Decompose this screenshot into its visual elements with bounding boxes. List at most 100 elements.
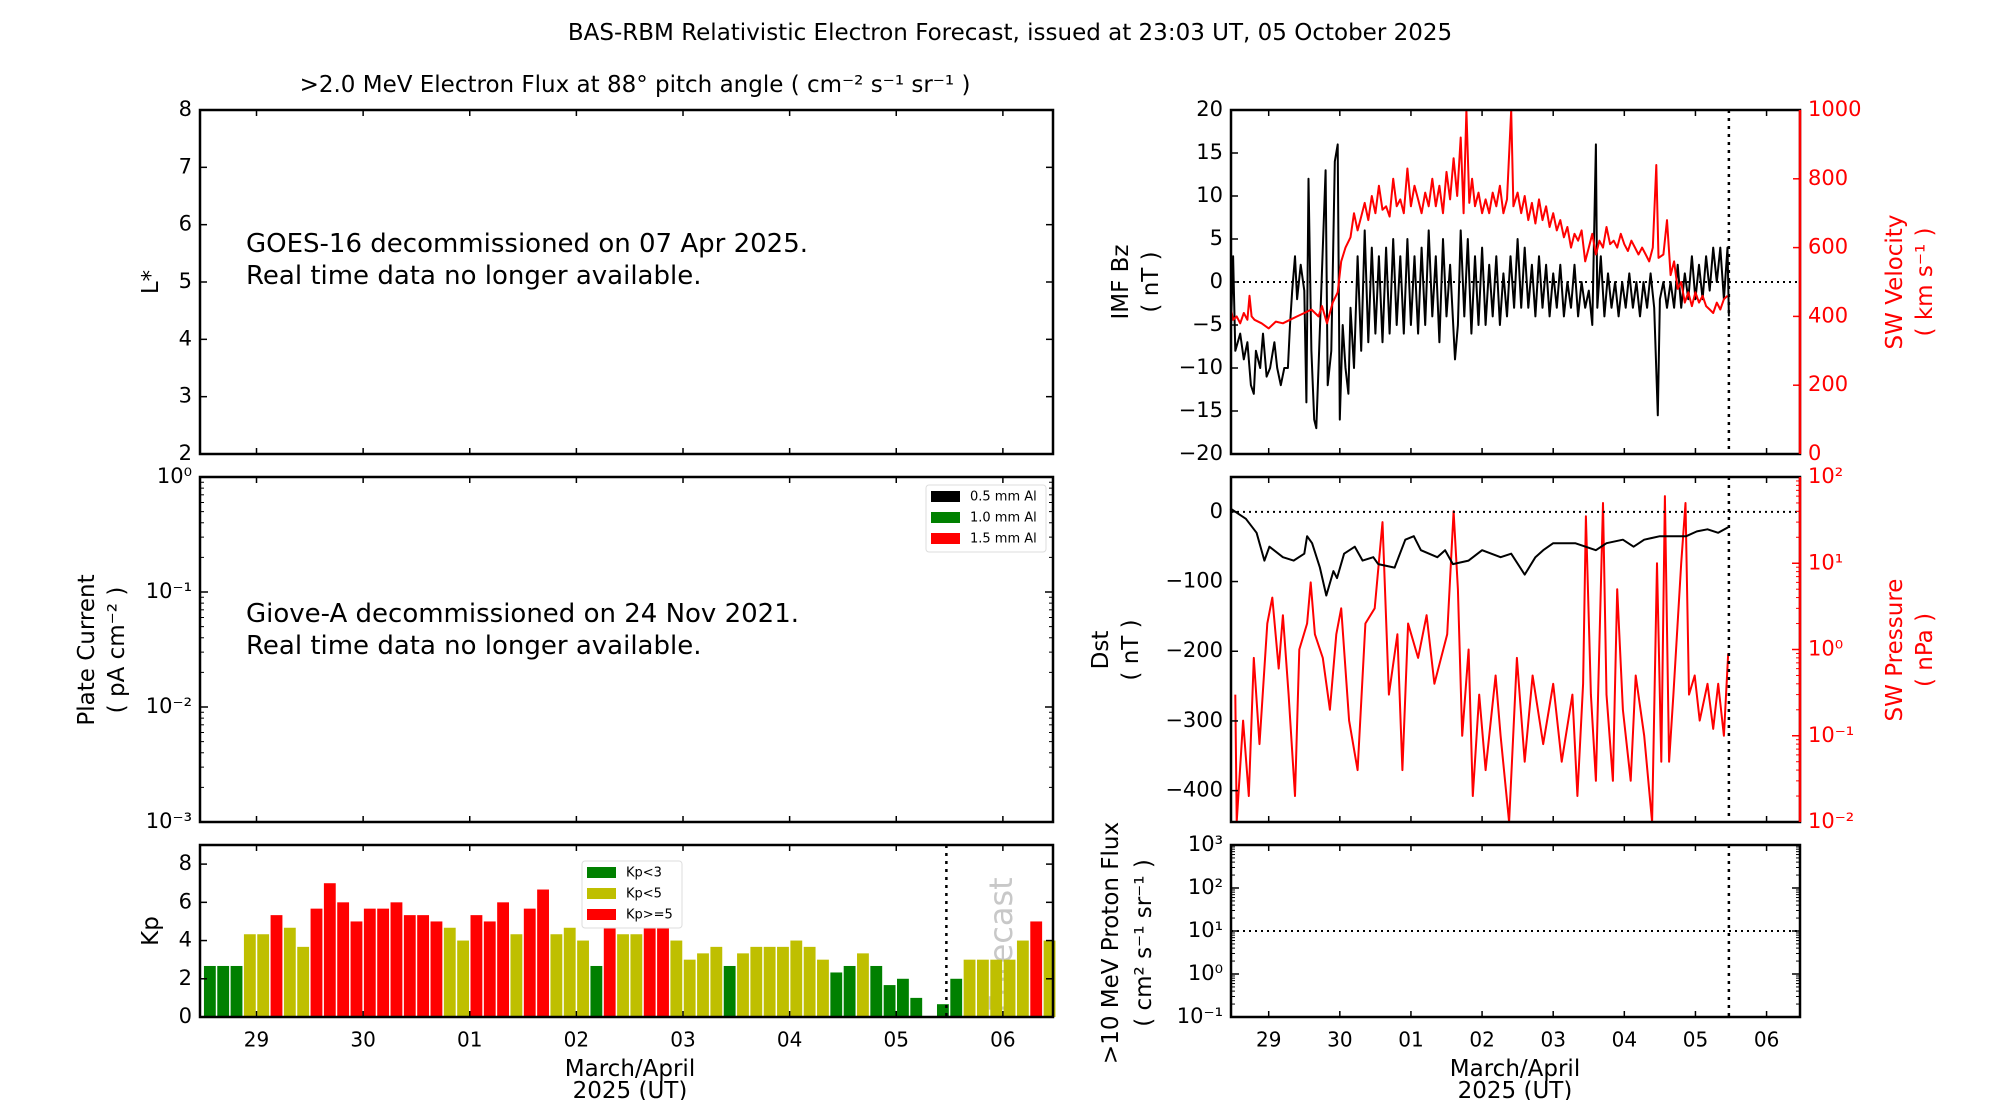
legend-label: Kp>=5 [626, 908, 673, 923]
imf-ytick-label: −5 [1192, 312, 1223, 336]
kp-bar [643, 921, 656, 1017]
kp-xtick-label: 30 [350, 1028, 375, 1052]
pressure-ylabel-line1: SW Pressure [1882, 579, 1908, 722]
kp-bar [470, 915, 483, 1017]
imf-ytick-label: 0 [1210, 269, 1223, 293]
kp-bar [337, 902, 350, 1017]
pressure-ytick-label: 10⁰ [1808, 637, 1843, 661]
sw-pressure-line [1234, 495, 1730, 823]
kp-bar [843, 965, 856, 1017]
plate-ytick-label: 10⁰ [157, 464, 192, 488]
pressure-ytick-label: 10⁻¹ [1808, 723, 1854, 747]
kp-ytick-label: 6 [179, 889, 192, 913]
kp-ytick-label: 8 [179, 851, 192, 875]
kp-bar [910, 997, 923, 1017]
kp-xtick-label: 05 [884, 1028, 909, 1052]
kp-bar [243, 934, 256, 1017]
proton-xtick-label: 02 [1469, 1028, 1494, 1052]
kp-bar [763, 946, 776, 1017]
velocity-ytick-label: 400 [1808, 303, 1848, 327]
imf-ytick-label: 5 [1210, 226, 1223, 250]
kp-xtick-label: 02 [564, 1028, 589, 1052]
kp-bar [350, 921, 363, 1017]
proton-xtick-label: 01 [1398, 1028, 1423, 1052]
plot-area: 2 3 4 5 6 7 8 10⁻³ 10⁻² 10⁻¹ 10⁰ 0.5 mm Al 1.0 mm Al… [146, 97, 1862, 1052]
velocity-ylabel-line1: SW Velocity [1882, 215, 1908, 350]
velocity-ylabel-line2: ( km s⁻¹ ) [1912, 228, 1938, 337]
kp-bar [550, 934, 563, 1017]
proton-ylabel-line1: >10 MeV Proton Flux [1098, 822, 1124, 1064]
kp-bar [936, 1004, 949, 1017]
kp-bar [403, 915, 416, 1017]
kp-bar [790, 940, 803, 1017]
kp-panel-frame [198, 843, 1055, 1019]
kp-bar [630, 934, 643, 1017]
imf-bz-line [1230, 143, 1730, 430]
kp-bar [590, 965, 603, 1017]
left-xlabel-line1: March/April [565, 1056, 695, 1082]
legend-swatch [587, 888, 616, 899]
kp-bar [817, 959, 829, 1017]
electron-ytick-label: 3 [179, 384, 192, 408]
legend-swatch [931, 512, 960, 523]
dst-panel-frame [1229, 475, 1802, 824]
velocity-ytick-label: 0 [1808, 441, 1821, 465]
proton-xtick-label: 05 [1683, 1028, 1708, 1052]
electron-ytick-label: 7 [179, 154, 192, 178]
legend-swatch [587, 909, 616, 920]
proton-xtick-label: 06 [1754, 1028, 1779, 1052]
electron-ylabel: L* [138, 270, 164, 294]
pressure-ylabel-line2: ( nPa ) [1912, 613, 1938, 687]
kp-bar [670, 940, 683, 1017]
plate-ytick-label: 10⁻¹ [146, 579, 192, 603]
kp-bar [390, 902, 403, 1017]
proton-ytick-label: 10⁰ [1188, 961, 1223, 985]
proton-ytick-label: 10³ [1188, 832, 1223, 856]
dst-ytick-label: −300 [1165, 708, 1223, 732]
kp-bar [737, 953, 749, 1017]
electron-ytick-label: 2 [179, 441, 192, 465]
plate-ytick-label: 10⁻³ [146, 809, 192, 833]
kp-ytick-label: 4 [179, 928, 192, 952]
electron-ytick-label: 4 [179, 326, 192, 350]
dst-ytick-label: 0 [1210, 499, 1223, 523]
proton-ylabel-line2: ( cm² s⁻¹ sr⁻¹ ) [1131, 859, 1157, 1027]
right-xlabel-line1: March/April [1450, 1056, 1580, 1082]
kp-bar [443, 927, 456, 1017]
dst-ytick-label: −400 [1165, 778, 1223, 802]
electron-ytick-label: 5 [179, 269, 192, 293]
kp-bar [257, 934, 270, 1017]
kp-bar [990, 959, 1003, 1017]
kp-bar [1003, 959, 1016, 1017]
electron-message-line2: Real time data no longer available. [246, 261, 701, 291]
pressure-ytick-label: 10¹ [1808, 550, 1843, 574]
kp-bar [657, 921, 669, 1017]
velocity-ytick-label: 800 [1808, 166, 1848, 190]
kp-bar [430, 921, 443, 1017]
electron-panel-frame [198, 108, 1055, 456]
legend-swatch [931, 533, 960, 544]
dst-ylabel-line1: Dst [1088, 631, 1114, 670]
kp-bar [577, 940, 589, 1017]
velocity-ytick-label: 1000 [1808, 97, 1861, 121]
kp-bar [283, 927, 296, 1017]
pressure-ytick-label: 10² [1808, 464, 1843, 488]
imf-ytick-label: 10 [1196, 183, 1223, 207]
kp-bar [710, 946, 723, 1017]
kp-xtick-label: 01 [457, 1028, 482, 1052]
imf-ytick-label: 20 [1196, 97, 1223, 121]
imf-ytick-label: −15 [1179, 398, 1223, 422]
kp-xtick-label: 06 [990, 1028, 1015, 1052]
kp-xtick-label: 29 [244, 1028, 269, 1052]
legend-label: Kp<3 [626, 866, 662, 881]
plate-message-line2: Real time data no longer available. [246, 631, 701, 661]
kp-bar [1030, 921, 1043, 1017]
kp-bar [976, 959, 989, 1017]
kp-bar [950, 978, 963, 1017]
kp-bar [497, 902, 509, 1017]
kp-bar [750, 946, 763, 1017]
kp-bar [270, 915, 283, 1017]
legend-label: 0.5 mm Al [970, 490, 1037, 505]
kp-bar [523, 908, 536, 1017]
kp-bar [297, 946, 310, 1017]
